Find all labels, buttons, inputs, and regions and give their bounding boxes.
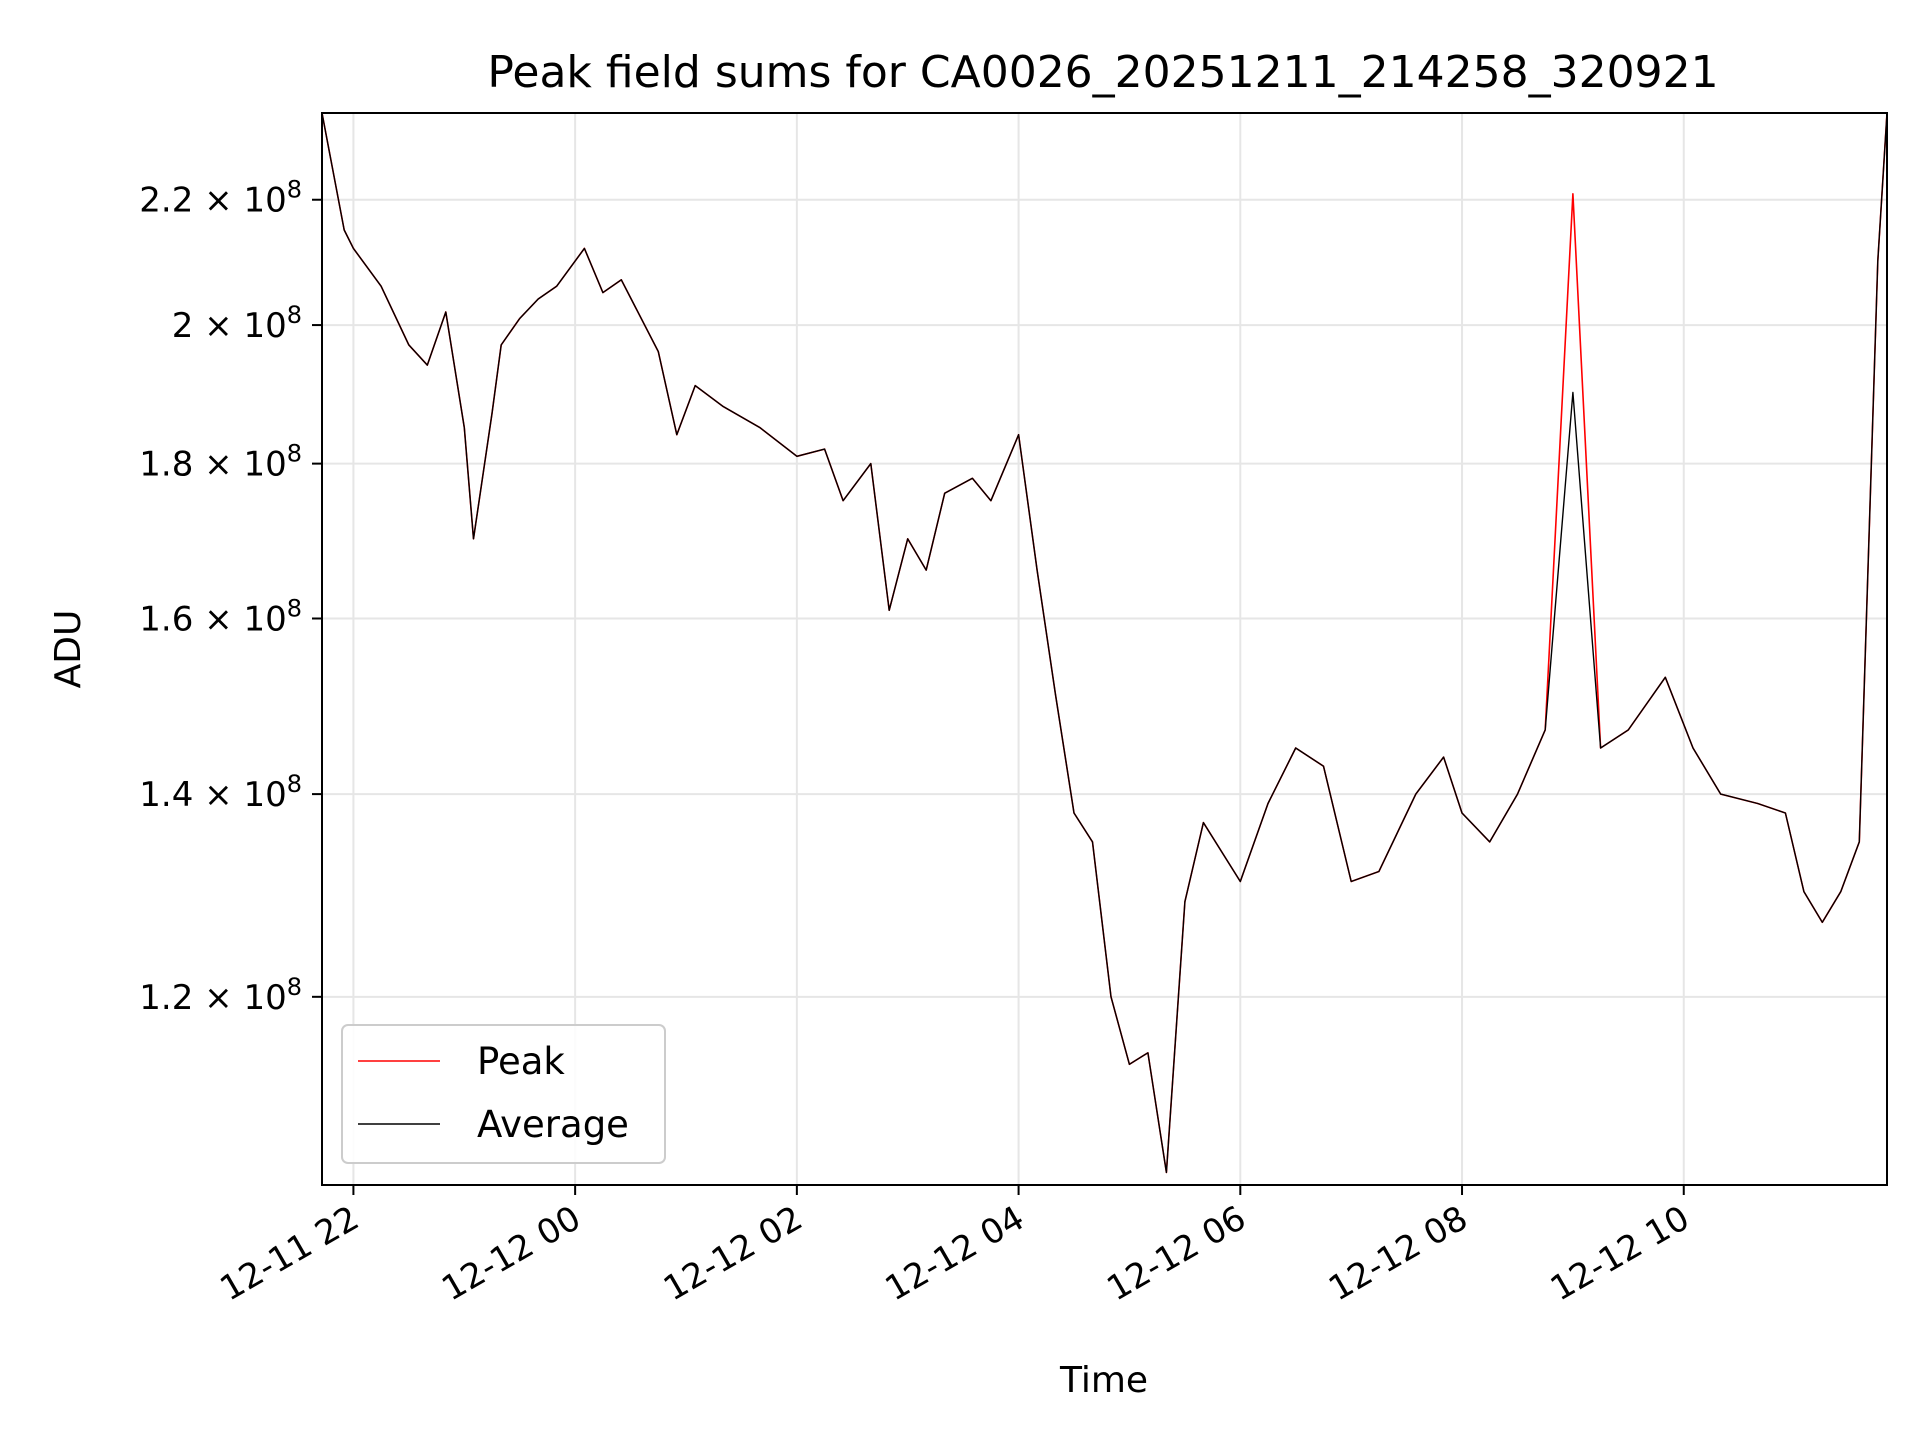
plot-frame: [321, 112, 1888, 1186]
x-axis-label: Time: [1059, 1360, 1148, 1401]
chart-title: Peak field sums for CA0026_20251211_2142…: [487, 47, 1718, 98]
y-tick-label: 1.2 × 108: [139, 973, 302, 1018]
legend-label-peak: Peak: [477, 1040, 565, 1083]
plot-area: [322, 113, 1887, 1174]
y-tick-label: 1.6 × 108: [139, 595, 302, 640]
series-line-average: [322, 113, 1887, 1174]
y-tick-label: 1.4 × 108: [139, 770, 302, 815]
y-tick-label: 1.8 × 108: [139, 440, 302, 485]
grid-lines: [322, 113, 1887, 1185]
legend-box: [341, 1024, 666, 1164]
legend-label-average: Average: [477, 1103, 629, 1146]
y-tick-label: 2.2 × 108: [139, 176, 302, 221]
y-axis-label: ADU: [48, 610, 89, 689]
y-tick-label: 2 × 108: [172, 301, 302, 346]
legend: Peak Average: [341, 1024, 666, 1164]
